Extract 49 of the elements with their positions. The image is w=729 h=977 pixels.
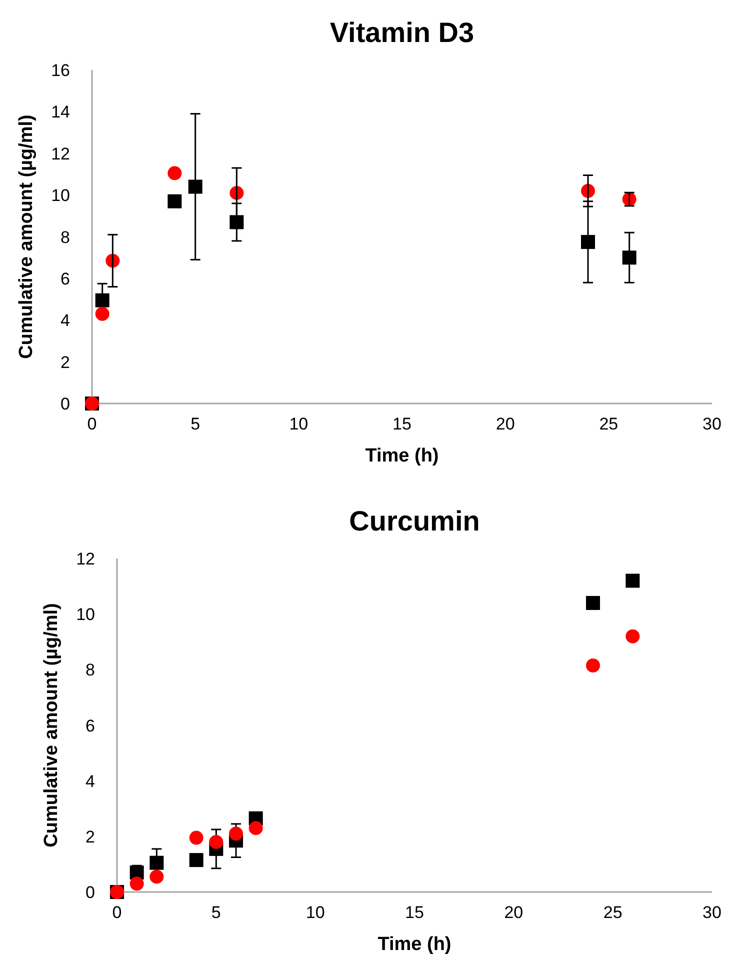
y-tick-label: 10 [76, 605, 95, 624]
y-tick-label: 10 [51, 186, 70, 206]
y-tick-label: 8 [60, 228, 70, 247]
y-tick-label: 0 [86, 883, 95, 902]
y-tick-label: 12 [51, 144, 70, 164]
y-tick-label: 4 [60, 311, 70, 330]
point [150, 870, 164, 884]
y-axis-title: Cumulative amount (µg/ml) [16, 114, 37, 359]
y-tick-label: 16 [51, 61, 70, 80]
x-tick-label: 15 [392, 414, 412, 434]
x-tick-label: 30 [702, 414, 722, 434]
x-tick-label: 15 [405, 903, 424, 922]
chart-title: Vitamin D3 [330, 17, 474, 48]
y-tick-label: 14 [51, 102, 70, 122]
x-tick-label: 20 [496, 414, 515, 434]
point [626, 629, 640, 644]
point [168, 194, 182, 208]
point [189, 853, 204, 868]
x-tick-label: 25 [599, 414, 618, 434]
point [95, 306, 110, 321]
x-tick-label: 0 [112, 903, 122, 922]
x-tick-label: 30 [702, 903, 722, 922]
y-tick-label: 6 [60, 269, 70, 288]
point [586, 658, 600, 672]
x-axis-title: Time (h) [378, 934, 452, 955]
point [586, 596, 600, 610]
y-tick-label: 2 [60, 352, 70, 372]
y-axis-title: Cumulative amount (µg/ml) [41, 603, 62, 848]
y-tick-label: 0 [60, 394, 70, 414]
y-tick-label: 4 [86, 772, 95, 791]
point [189, 830, 204, 845]
chart-title: Curcumin [349, 506, 480, 536]
x-tick-label: 10 [289, 414, 308, 434]
point [248, 821, 263, 836]
x-tick-label: 5 [190, 414, 200, 434]
y-tick-label: 12 [76, 550, 95, 568]
x-axis-title: Time (h) [365, 446, 439, 466]
x-tick-label: 5 [211, 903, 221, 922]
y-tick-label: 2 [86, 827, 95, 846]
point [229, 826, 243, 841]
point [209, 834, 224, 849]
x-tick-label: 25 [603, 903, 622, 922]
x-tick-label: 10 [306, 903, 325, 922]
point [626, 574, 640, 588]
point [130, 876, 144, 891]
y-tick-label: 6 [86, 716, 95, 736]
y-tick-label: 8 [86, 660, 95, 680]
point [168, 166, 182, 180]
x-tick-label: 20 [504, 903, 524, 922]
